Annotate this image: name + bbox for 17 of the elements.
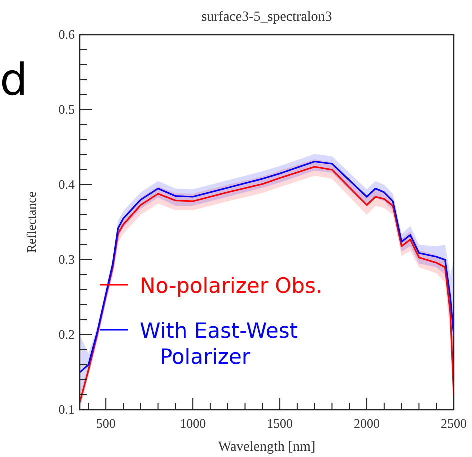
chart-title: surface3-5_spectralon3 — [202, 10, 332, 25]
x-tick-label: 500 — [96, 416, 116, 431]
y-tick-label: 0.1 — [58, 402, 75, 417]
legend-label: With East-West Polarizer — [140, 319, 298, 369]
y-tick-label: 0.2 — [58, 327, 75, 342]
y-tick-label: 0.4 — [58, 177, 76, 192]
x-axis-title: Wavelength [nm] — [218, 440, 316, 455]
x-tick-label: 2500 — [441, 416, 467, 431]
text: d — [0, 55, 28, 106]
y-tick-label: 0.5 — [58, 102, 75, 117]
x-tick-label: 1500 — [267, 416, 294, 431]
x-tick-label: 1000 — [180, 416, 206, 431]
x-tick-label: 2000 — [354, 416, 380, 431]
y-tick-label: 0.3 — [58, 252, 75, 267]
legend-label: No-polarizer Obs. — [140, 274, 323, 298]
y-axis-title: Reflectance — [24, 192, 39, 254]
y-tick-label: 0.6 — [58, 27, 76, 42]
